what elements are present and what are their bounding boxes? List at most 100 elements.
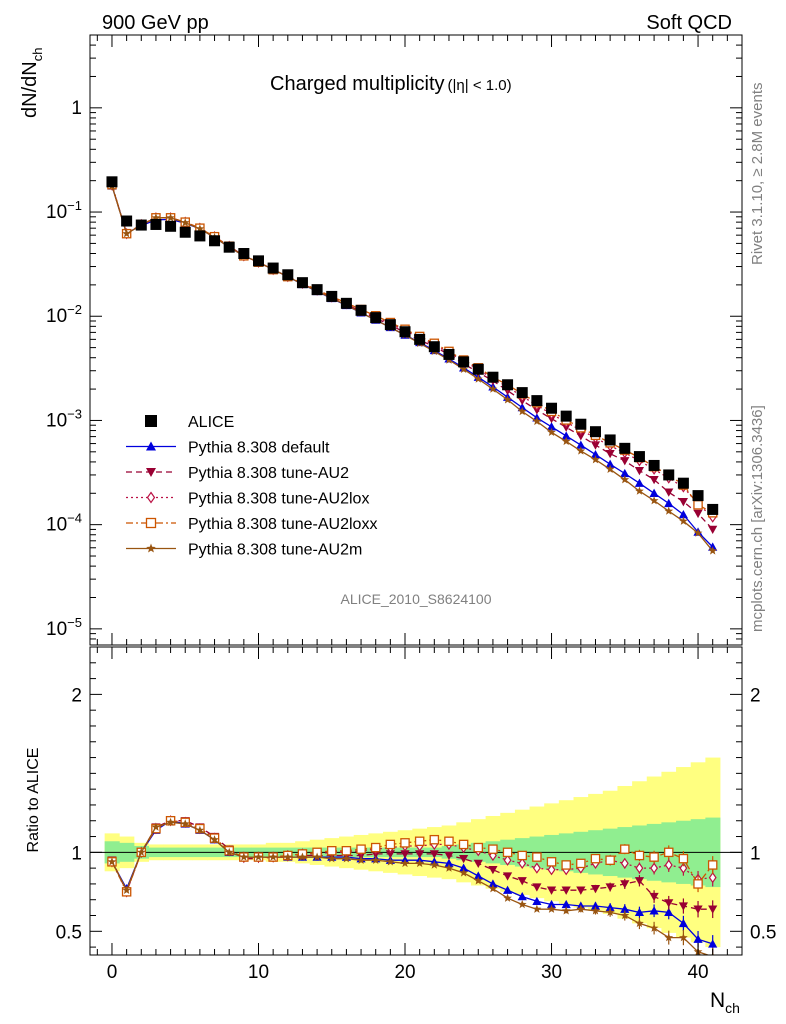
y-tick-label: 1 (71, 98, 82, 119)
data-point (429, 850, 439, 859)
data-point (634, 466, 645, 476)
data-point (145, 517, 157, 529)
data-point (634, 877, 645, 886)
data-point (502, 872, 513, 881)
data-point (591, 906, 600, 915)
data-point (180, 218, 190, 227)
header-left: 900 GeV pp (102, 12, 209, 34)
data-point (532, 416, 542, 426)
data-point (605, 855, 615, 865)
analysis-label: ALICE_2010_S8624100 (340, 591, 491, 607)
ratio-series-pythia-8-308-tune-au2m (107, 817, 714, 955)
data-point (150, 218, 162, 230)
data-point (679, 862, 688, 874)
data-point (590, 450, 601, 459)
data-point (473, 859, 483, 868)
data-point (620, 468, 630, 478)
data-point (444, 851, 454, 861)
data-point (590, 853, 601, 864)
data-point (649, 892, 659, 902)
data-point (620, 475, 630, 484)
data-point (517, 899, 527, 909)
data-point (166, 817, 175, 826)
data-point (311, 284, 323, 296)
data-point (576, 904, 586, 913)
data-point (532, 862, 541, 874)
x-tick-label: 0 (107, 962, 118, 983)
data-point (458, 356, 470, 368)
data-point (619, 442, 631, 454)
data-point (546, 886, 557, 895)
data-point (693, 905, 703, 914)
data-point (708, 546, 718, 555)
data-point (649, 852, 659, 862)
data-point (620, 910, 630, 920)
data-point (663, 847, 674, 858)
data-point (428, 341, 440, 353)
data-point (605, 459, 615, 468)
data-point (473, 374, 483, 383)
data-point (546, 402, 558, 414)
data-point (400, 838, 410, 848)
data-point (503, 854, 512, 866)
data-point (576, 440, 586, 449)
data-point (561, 431, 571, 440)
data-point (708, 871, 717, 884)
y-tick-label: 10−2 (46, 302, 82, 327)
data-point (678, 498, 688, 507)
data-point (487, 371, 499, 383)
data-point (518, 857, 527, 870)
y-tick-label: 2 (71, 685, 82, 706)
data-point (576, 886, 586, 895)
data-point (400, 858, 410, 868)
data-point (145, 415, 157, 427)
data-point (107, 857, 117, 866)
data-point (693, 528, 703, 537)
data-point (370, 312, 382, 324)
mcplots-source-label: mcplots.cern.ch [arXiv:1306.3436] (749, 405, 766, 632)
data-point (620, 844, 630, 854)
data-point (327, 846, 337, 856)
data-point (472, 363, 484, 375)
data-point (605, 907, 615, 917)
data-point (459, 868, 468, 877)
data-point (385, 839, 396, 850)
data-point (341, 846, 352, 856)
data-point (693, 509, 703, 519)
data-point (605, 903, 615, 912)
data-point (576, 446, 586, 455)
data-point (195, 224, 205, 233)
data-point (605, 464, 615, 473)
data-point (209, 235, 221, 247)
data-point (223, 241, 235, 253)
data-point (195, 825, 205, 834)
legend-label: Pythia 8.308 tune-AU2lox (188, 491, 369, 508)
data-point (414, 836, 425, 847)
data-point (532, 852, 542, 862)
data-point (210, 835, 219, 844)
data-point (356, 855, 366, 864)
legend: ALICE Pythia 8.308 default Pythia 8.308 tu… (126, 414, 377, 559)
data-point (679, 516, 688, 525)
data-point (620, 904, 630, 913)
data-point (693, 500, 703, 510)
data-point (707, 860, 718, 870)
legend-item: Pythia 8.308 tune-AU2m (126, 542, 362, 559)
data-point (664, 506, 674, 515)
data-point (151, 213, 161, 222)
data-point (254, 852, 263, 861)
data-point (298, 852, 307, 861)
x-axis-label: Nch (710, 989, 740, 1016)
data-point (590, 441, 601, 450)
x-tick-label: 10 (248, 962, 269, 983)
data-point (664, 498, 674, 508)
data-point (560, 410, 572, 422)
main-plot-frame (89, 34, 743, 646)
legend-item: ALICE (145, 414, 234, 431)
data-point (635, 486, 644, 495)
data-point (532, 883, 542, 892)
data-point (135, 219, 147, 231)
